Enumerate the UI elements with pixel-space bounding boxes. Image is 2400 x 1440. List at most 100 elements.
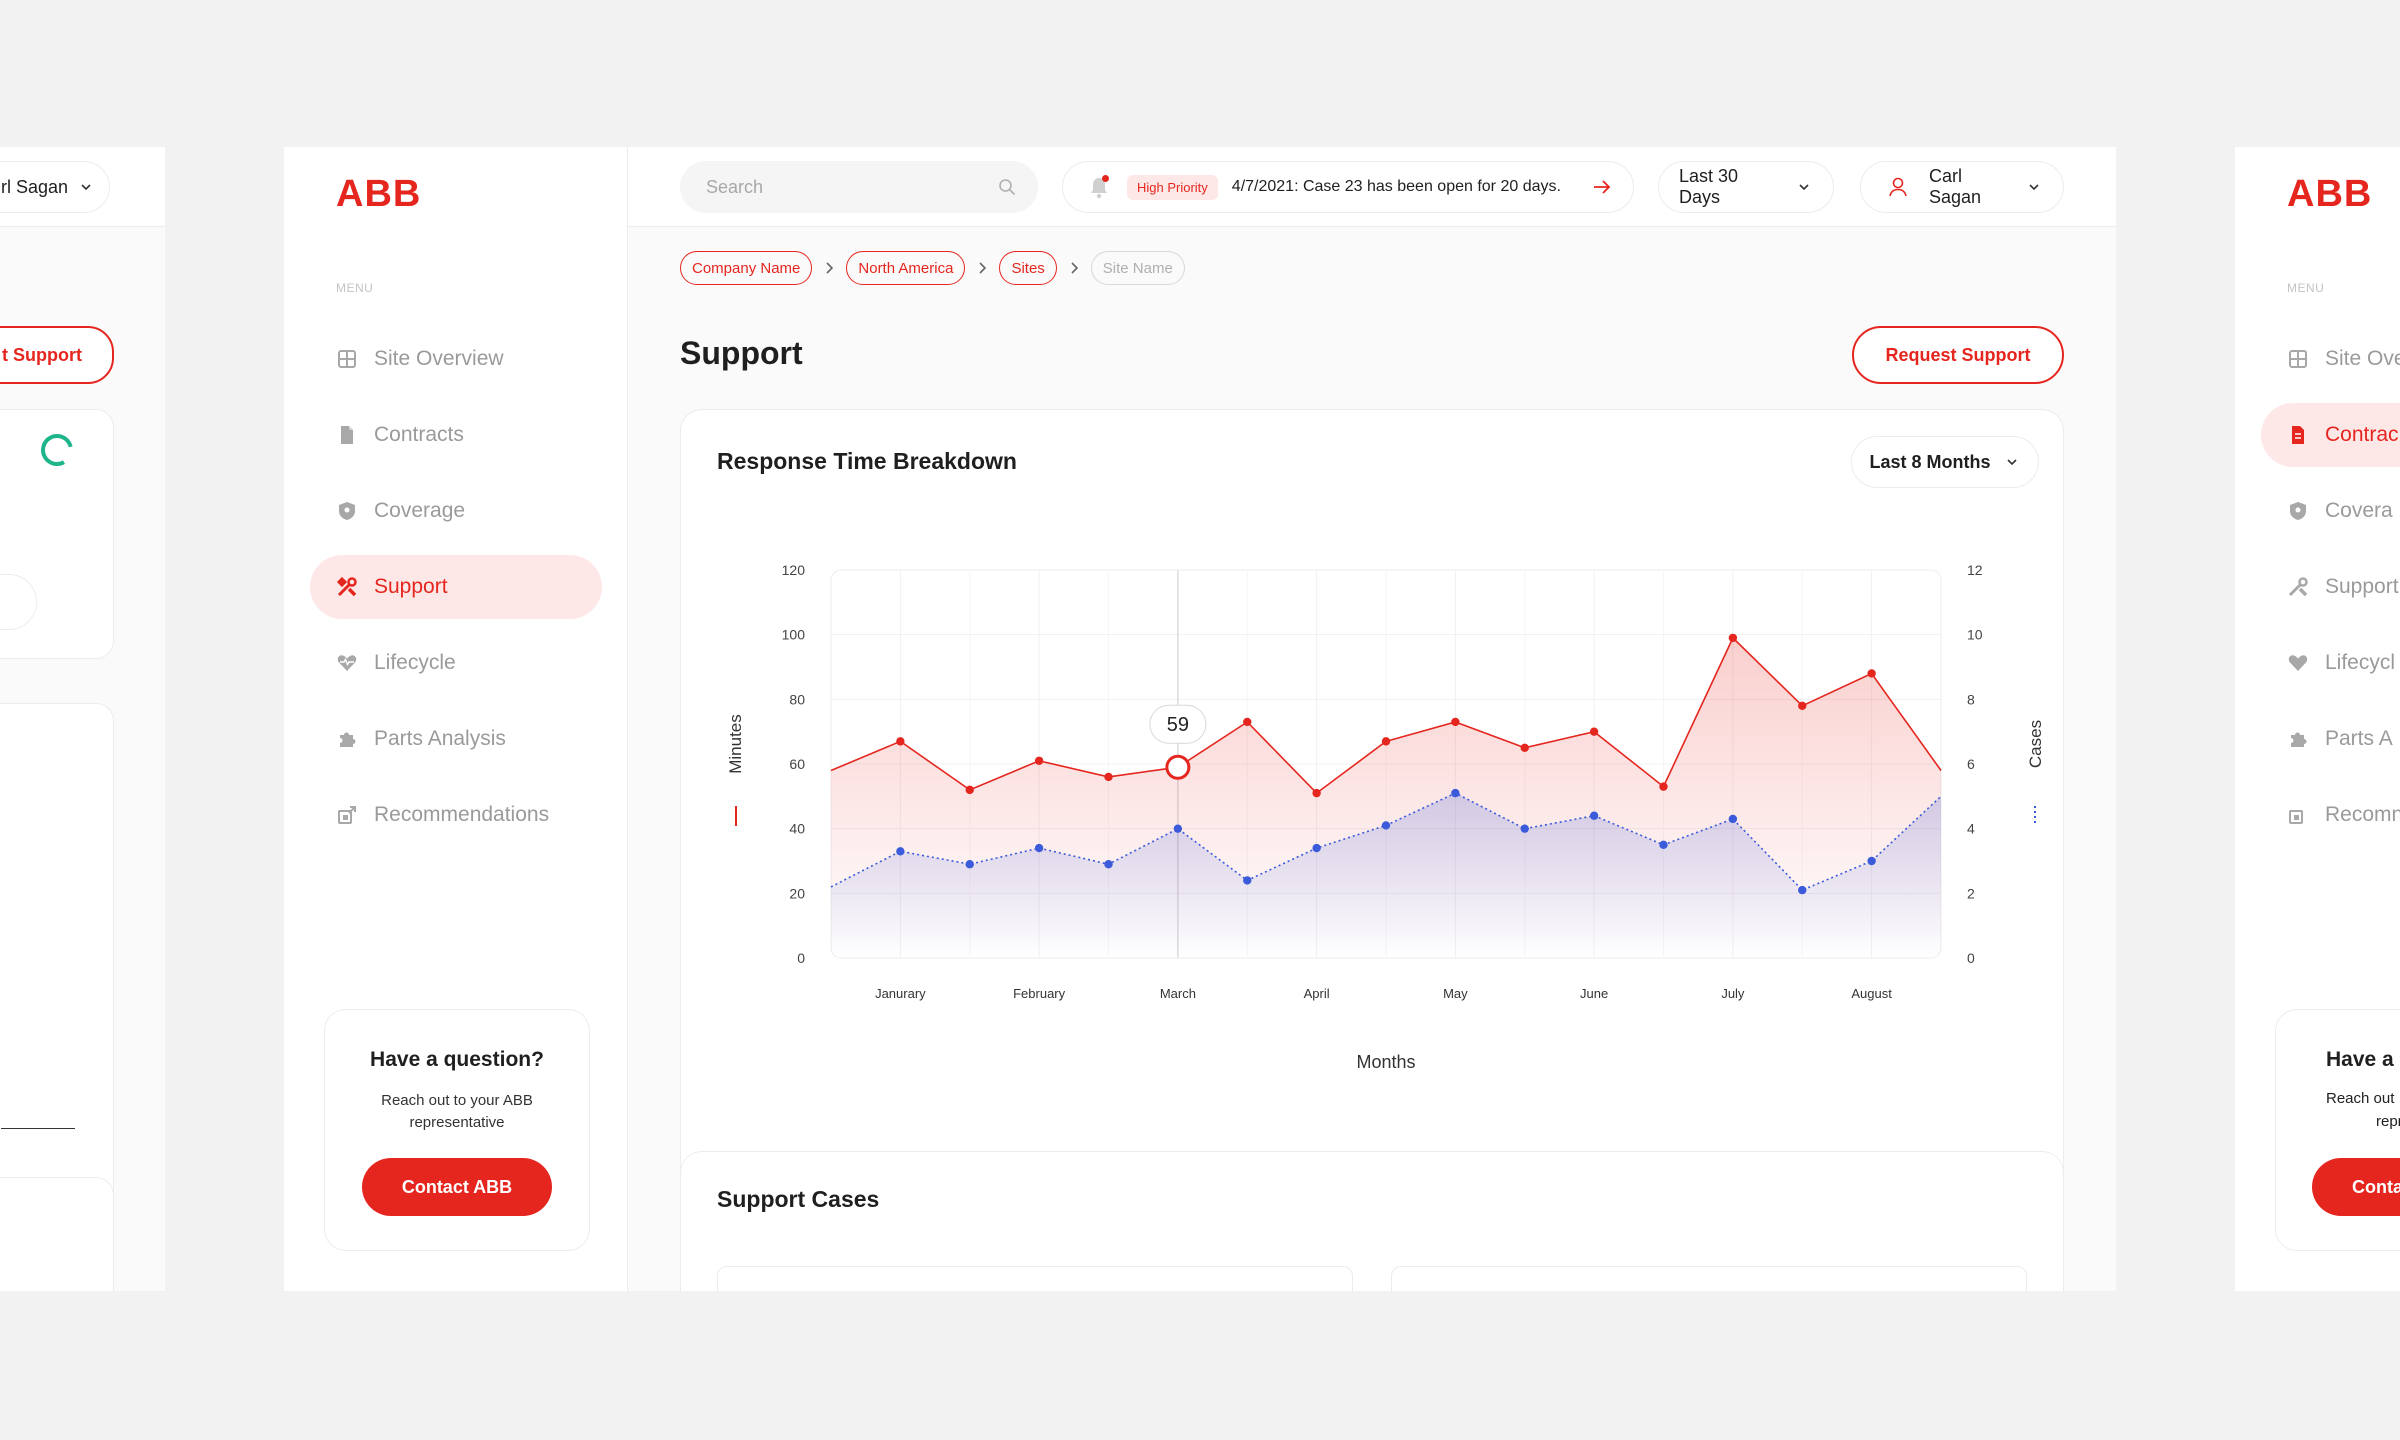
priority-notification[interactable]: High Priority 4/7/2021: Case 23 has been…	[1062, 161, 1634, 213]
sidebar-item-label: Contracts	[374, 423, 464, 446]
sidebar-item-contracts[interactable]: Contracts	[310, 403, 602, 467]
shield-icon	[336, 500, 358, 522]
breadcrumb: Company Name North America Sites Site Na…	[680, 251, 1185, 285]
support-cases-card: Support Cases	[680, 1151, 2064, 1291]
chevron-right-icon	[1065, 259, 1083, 277]
y-tick-label: 100	[782, 627, 806, 643]
sidebar-item-label: Coverage	[374, 499, 466, 522]
sidebar-item-parts-analysis[interactable]: Parts A	[2261, 707, 2400, 771]
chevron-down-icon	[2025, 178, 2043, 196]
x-tick-label: August	[1851, 986, 1892, 1001]
recommendations-icon	[336, 804, 358, 826]
left-preview-user-dropdown[interactable]: rl Sagan	[0, 161, 110, 213]
sidebar-item-support[interactable]: Support	[310, 555, 602, 619]
support-cases-title: Support Cases	[717, 1186, 880, 1212]
sidebar-item-support[interactable]: Support	[2261, 555, 2400, 619]
sidebar-item-parts-analysis[interactable]: Parts Analysis	[310, 707, 602, 771]
minutes-point	[1867, 669, 1876, 678]
minutes-point	[1659, 782, 1668, 791]
x-tick-label: June	[1580, 986, 1608, 1001]
x-tick-label: July	[1721, 986, 1745, 1001]
sidebar-item-site-overview[interactable]: Site Overview	[310, 327, 602, 391]
breadcrumb-company[interactable]: Company Name	[680, 251, 813, 285]
cases-line	[830, 792, 1942, 892]
recommendations-icon	[2287, 804, 2309, 826]
notification-text: 4/7/2021: Case 23 has been open for 20 d…	[1231, 178, 1561, 195]
y2-tick-label: 2	[1967, 885, 1975, 901]
contact-abb-button[interactable]: Conta	[2312, 1158, 2400, 1216]
minutes-point	[1589, 727, 1599, 736]
sidebar-menu: Site Overview Contracts Coverage Support	[310, 327, 602, 859]
menu-heading: MENU	[2287, 281, 2325, 295]
sidebar-item-label: Recomn	[2325, 803, 2400, 826]
response-time-chart: 0 20 40 60 80 100 120 0 2 4 6 8 10 12 Janurary February…	[726, 562, 2045, 1072]
sidebar-item-coverage[interactable]: Coverage	[310, 479, 602, 543]
arrow-right-icon[interactable]	[1591, 176, 1613, 198]
minutes-point	[1798, 701, 1807, 710]
user-menu-dropdown[interactable]: Carl Sagan	[1860, 161, 2064, 213]
left-preview-request-button[interactable]: t Support	[0, 326, 114, 384]
y2-tick-label: 4	[1967, 821, 1975, 837]
y2-tick-label: 10	[1967, 627, 1983, 643]
right-preview-help-card: Have a q Reach out repres Conta	[2275, 1009, 2400, 1251]
date-range-dropdown[interactable]: Last 30 Days	[1658, 161, 1834, 213]
sidebar-item-site-overview[interactable]: Site Ove	[2261, 327, 2400, 391]
chevron-down-icon	[78, 179, 94, 195]
y-tick-label: 60	[789, 756, 805, 772]
minutes-point	[1243, 717, 1252, 727]
abb-logo: ABB	[2287, 173, 2373, 215]
minutes-point	[1728, 633, 1738, 643]
left-preview-card-bottom	[0, 1177, 114, 1291]
grid-icon	[336, 348, 358, 370]
help-title: Have a question?	[370, 1048, 544, 1071]
sidebar-item-lifecycle[interactable]: Lifecycl	[2261, 631, 2400, 695]
x-tick-label: April	[1304, 986, 1330, 1001]
breadcrumb-sites[interactable]: Sites	[999, 251, 1057, 285]
chevron-right-icon	[973, 259, 991, 277]
cases-point	[1451, 788, 1460, 798]
request-support-button[interactable]: Request Support	[1852, 326, 2064, 384]
y-tick-label: 20	[789, 885, 805, 901]
cases-point	[1381, 821, 1391, 830]
minutes-point	[1104, 772, 1113, 782]
search-icon[interactable]	[998, 178, 1016, 196]
sidebar-item-label: Site Ove	[2325, 347, 2400, 370]
document-icon	[336, 424, 358, 446]
y-tick-label: 40	[789, 821, 805, 837]
left-preview-axis-line	[1, 1128, 75, 1129]
cases-point	[1728, 814, 1738, 824]
sidebar-item-label: Recommendations	[374, 803, 550, 826]
cases-point	[1034, 843, 1044, 853]
user-icon	[1887, 176, 1909, 198]
contact-abb-button[interactable]: Contact ABB	[362, 1158, 552, 1216]
chart-range-value: Last 8 Months	[1869, 451, 1991, 472]
sidebar-item-label: Covera	[2325, 499, 2393, 522]
grid-icon	[2287, 348, 2309, 370]
y-tick-label: 80	[789, 691, 805, 707]
left-preview-input[interactable]	[0, 574, 37, 630]
chart-range-dropdown[interactable]: Last 8 Months	[1851, 436, 2039, 488]
chevron-down-icon	[1795, 178, 1813, 196]
sidebar-item-lifecycle[interactable]: Lifecycle	[310, 631, 602, 695]
sidebar-item-label: Contrac	[2325, 423, 2399, 446]
sidebar-item-coverage[interactable]: Covera	[2261, 479, 2400, 543]
sidebar-item-recommendations[interactable]: Recommendations	[310, 783, 602, 847]
y2-tick-label: 0	[1967, 950, 1975, 966]
sidebar-item-recommendations[interactable]: Recomn	[2261, 783, 2400, 847]
breadcrumb-region[interactable]: North America	[846, 251, 966, 285]
cases-point	[896, 847, 905, 856]
priority-badge: High Priority	[1127, 174, 1218, 200]
response-time-card: Response Time Breakdown Last 8 Months 0 2…	[680, 409, 2064, 1259]
x-tick-label: March	[1160, 986, 1196, 1001]
x-tick-label: Janurary	[875, 986, 926, 1001]
help-text: Reach out to your ABB representative	[381, 1092, 533, 1131]
search-input[interactable]	[706, 176, 998, 198]
y2-tick-label: 8	[1967, 691, 1975, 707]
y-tick-label: 0	[797, 950, 805, 966]
sidebar-item-contracts[interactable]: Contrac	[2261, 403, 2400, 467]
breadcrumb-site-name: Site Name	[1090, 251, 1185, 285]
tools-icon	[336, 576, 358, 598]
heart-pulse-icon	[2287, 652, 2309, 674]
bell-icon	[1087, 175, 1111, 199]
shield-icon	[2287, 500, 2309, 522]
